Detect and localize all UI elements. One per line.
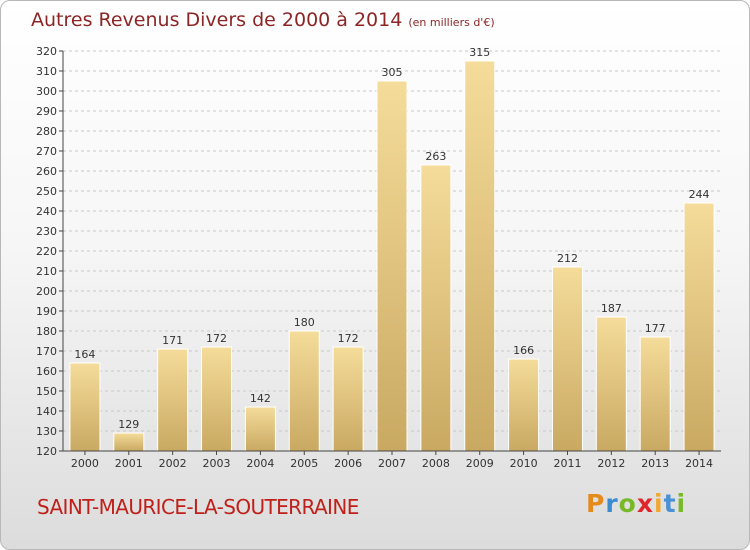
bar <box>464 60 496 452</box>
bar <box>551 266 583 452</box>
x-tick-label: 2013 <box>641 457 669 470</box>
x-tick-label: 2010 <box>510 457 538 470</box>
x-tick-label: 2009 <box>466 457 494 470</box>
value-label: 166 <box>513 344 534 357</box>
value-label: 177 <box>645 322 666 335</box>
x-tick-label: 2012 <box>597 457 625 470</box>
chart-unit: (en milliers d'€) <box>408 16 495 29</box>
logo-letter: P <box>586 489 606 518</box>
logo-letter: t <box>663 489 677 518</box>
value-label: 244 <box>689 188 710 201</box>
bar <box>288 330 320 452</box>
value-label: 315 <box>469 46 490 59</box>
bar <box>332 346 364 452</box>
chart-title-text: Autres Revenus Divers de 2000 à 2014 <box>31 9 403 31</box>
x-tick-label: 2002 <box>159 457 187 470</box>
y-tick-label: 140 <box>36 405 57 418</box>
value-label: 171 <box>162 334 183 347</box>
bar <box>113 432 145 452</box>
x-tick-label: 2005 <box>290 457 318 470</box>
y-tick-label: 120 <box>36 445 57 458</box>
bar <box>157 348 189 452</box>
x-tick-label: 2008 <box>422 457 450 470</box>
logo-letter: i <box>676 489 687 518</box>
y-tick-label: 130 <box>36 425 57 438</box>
bar <box>508 358 540 452</box>
y-tick-label: 220 <box>36 245 57 258</box>
value-label: 263 <box>425 150 446 163</box>
y-tick-label: 240 <box>36 205 57 218</box>
x-tick-label: 2003 <box>203 457 231 470</box>
bar <box>201 346 233 452</box>
value-label: 172 <box>206 332 227 345</box>
x-tick-label: 2011 <box>553 457 581 470</box>
bar <box>595 316 627 452</box>
y-tick-label: 170 <box>36 345 57 358</box>
bar <box>376 80 408 452</box>
y-tick-label: 190 <box>36 305 57 318</box>
bars <box>69 60 715 452</box>
y-tick-label: 270 <box>36 145 57 158</box>
y-tick-label: 180 <box>36 325 57 338</box>
x-tick-label: 2001 <box>115 457 143 470</box>
y-tick-label: 260 <box>36 165 57 178</box>
y-tick-label: 150 <box>36 385 57 398</box>
logo-letter: x <box>636 489 654 518</box>
y-tick-label: 230 <box>36 225 57 238</box>
value-label: 142 <box>250 392 271 405</box>
value-label: 180 <box>294 316 315 329</box>
place-name: SAINT-MAURICE-LA-SOUTERRAINE <box>37 495 359 519</box>
y-axis-ticks: 120 130 140 150 160 170 180 190 200 210 220 230 240 2… <box>36 45 63 458</box>
y-tick-label: 320 <box>36 45 57 58</box>
x-tick-label: 2006 <box>334 457 362 470</box>
value-label: 164 <box>74 348 95 361</box>
chart-title: Autres Revenus Divers de 2000 à 2014 (en … <box>31 9 495 31</box>
y-tick-label: 300 <box>36 85 57 98</box>
y-tick-label: 290 <box>36 105 57 118</box>
value-label: 212 <box>557 252 578 265</box>
bar <box>420 164 452 452</box>
logo-letter: i <box>654 489 664 518</box>
x-tick-label: 2000 <box>71 457 99 470</box>
value-label: 172 <box>338 332 359 345</box>
value-labels: 164 129 171 172 142 180 172 305 263 315 166 212 187 1… <box>74 46 709 431</box>
value-label: 187 <box>601 302 622 315</box>
value-label: 305 <box>382 66 403 79</box>
y-tick-label: 250 <box>36 185 57 198</box>
bar <box>683 202 715 452</box>
y-tick-label: 200 <box>36 285 57 298</box>
y-tick-label: 160 <box>36 365 57 378</box>
logo-letter: o <box>618 489 637 518</box>
x-axis-ticks: 2000 2001 2002 2003 2004 2005 2006 2007 2008 2009… <box>71 451 713 470</box>
logo-letter: r <box>605 489 619 518</box>
bar <box>69 362 101 452</box>
x-tick-label: 2007 <box>378 457 406 470</box>
bar <box>244 406 276 452</box>
y-tick-label: 210 <box>36 265 57 278</box>
value-label: 129 <box>118 418 139 431</box>
proxiti-logo[interactable]: Proxiti <box>586 489 686 518</box>
bar <box>639 336 671 452</box>
x-tick-label: 2004 <box>246 457 274 470</box>
y-tick-label: 280 <box>36 125 57 138</box>
y-tick-label: 310 <box>36 65 57 78</box>
x-tick-label: 2014 <box>685 457 713 470</box>
